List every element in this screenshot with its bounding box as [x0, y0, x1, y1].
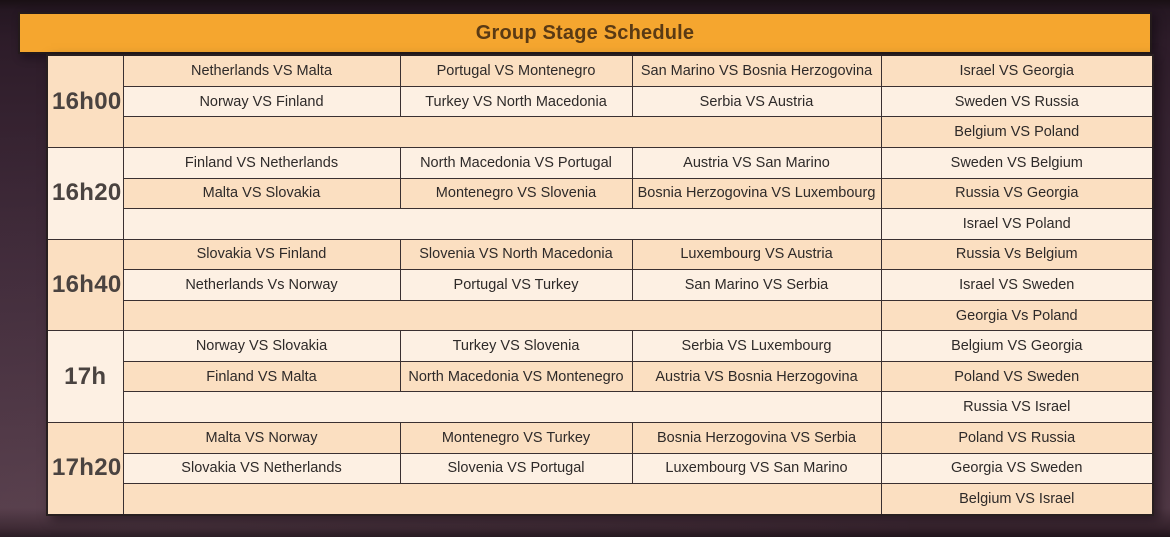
match-cell: Russia VS Georgia [880, 177, 1154, 210]
schedule-title-bar: Group Stage Schedule [18, 12, 1152, 54]
match-cell: Russia Vs Belgium [880, 238, 1154, 271]
schedule-title: Group Stage Schedule [475, 21, 695, 44]
match-cell: Netherlands Vs Norway [122, 269, 401, 301]
schedule-body: 16h00 Netherlands VS Malta Portugal VS Mon… [46, 54, 1154, 516]
match-cell: Portugal VS Turkey [399, 269, 633, 301]
schedule-row: 16h40 Slovakia VS Finland Slovenia VS Nort… [46, 238, 1154, 332]
time-slot-16h20: 16h20 [46, 147, 124, 240]
match-cell: Israel VS Georgia [880, 54, 1154, 87]
schedule-row: 16h00 Netherlands VS Malta Portugal VS Mon… [46, 54, 1154, 149]
schedule-row: Israel VS Poland [47, 208, 1154, 240]
match-cell: Austria VS Bosnia Herzogovina [631, 360, 882, 393]
schedule-row: Finland VS Malta North Macedonia VS Monte… [47, 360, 1154, 393]
empty-cell [122, 116, 882, 149]
time-slot-17h: 17h [46, 330, 124, 423]
match-cell: Serbia VS Austria [631, 85, 882, 118]
match-cell: Slovenia VS Portugal [399, 452, 633, 485]
match-cell: Bosnia Herzogovina VS Serbia [631, 421, 882, 454]
empty-cell [122, 483, 882, 516]
match-cell: Turkey VS Slovenia [399, 330, 633, 362]
empty-cell [122, 208, 882, 240]
match-cell: Luxembourg VS Austria [631, 238, 882, 271]
schedule-row: Russia VS Israel [47, 391, 1154, 423]
match-cell: Montenegro VS Slovenia [399, 177, 633, 210]
match-cell: Netherlands VS Malta [122, 54, 401, 87]
match-cell: Bosnia Herzogovina VS Luxembourg [631, 177, 882, 210]
match-cell: Poland VS Sweden [880, 360, 1154, 393]
match-cell: Israel VS Poland [880, 208, 1154, 240]
match-cell: Sweden VS Belgium [880, 147, 1154, 179]
match-cell: Austria VS San Marino [631, 147, 882, 179]
schedule-row: Norway VS Finland Turkey VS North Macedon… [47, 85, 1154, 118]
match-cell: Turkey VS North Macedonia [399, 85, 633, 118]
match-cell: Norway VS Slovakia [122, 330, 401, 362]
schedule-row: 16h20 Finland VS Netherlands North Macedon… [46, 147, 1154, 240]
match-cell: San Marino VS Bosnia Herzogovina [631, 54, 882, 87]
schedule-row: Malta VS Slovakia Montenegro VS Slovenia B… [47, 177, 1154, 210]
match-cell: Georgia VS Sweden [880, 452, 1154, 485]
match-cell: Russia VS Israel [880, 391, 1154, 423]
match-cell: Slovenia VS North Macedonia [399, 238, 633, 271]
schedule-row: Georgia Vs Poland [47, 299, 1154, 332]
empty-cell [122, 391, 882, 423]
match-cell: Belgium VS Israel [880, 483, 1154, 516]
schedule-row: Belgium VS Poland [47, 116, 1154, 149]
match-cell: Finland VS Netherlands [122, 147, 401, 179]
match-cell: Norway VS Finland [122, 85, 401, 118]
match-cell: San Marino VS Serbia [631, 269, 882, 301]
time-slot-16h00: 16h00 [46, 54, 124, 149]
empty-cell [122, 299, 882, 332]
match-cell: Serbia VS Luxembourg [631, 330, 882, 362]
time-slot-17h20: 17h20 [46, 421, 124, 516]
schedule-row: Netherlands Vs Norway Portugal VS Turkey S… [47, 269, 1154, 301]
match-cell: Malta VS Norway [122, 421, 401, 454]
match-cell: Poland VS Russia [880, 421, 1154, 454]
match-cell: Sweden VS Russia [880, 85, 1154, 118]
match-cell: North Macedonia VS Portugal [399, 147, 633, 179]
match-cell: Montenegro VS Turkey [399, 421, 633, 454]
match-cell: Georgia Vs Poland [880, 299, 1154, 332]
schedule-row: 17h20 Malta VS Norway Montenegro VS Turkey… [46, 421, 1154, 516]
match-cell: Slovakia VS Finland [122, 238, 401, 271]
schedule-row: 17h Norway VS Slovakia Turkey VS Slovenia S… [46, 330, 1154, 423]
time-slot-16h40: 16h40 [46, 238, 124, 332]
schedule-row: Belgium VS Israel [47, 483, 1154, 516]
match-cell: Belgium VS Georgia [880, 330, 1154, 362]
schedule-table: 16h00 Netherlands VS Malta Portugal VS Mon… [46, 54, 1154, 516]
match-cell: North Macedonia VS Montenegro [399, 360, 633, 393]
match-cell: Finland VS Malta [122, 360, 401, 393]
match-cell: Belgium VS Poland [880, 116, 1154, 149]
match-cell: Israel VS Sweden [880, 269, 1154, 301]
match-cell: Portugal VS Montenegro [399, 54, 633, 87]
match-cell: Slovakia VS Netherlands [122, 452, 401, 485]
match-cell: Luxembourg VS San Marino [631, 452, 882, 485]
schedule-row: Slovakia VS Netherlands Slovenia VS Portu… [47, 452, 1154, 485]
match-cell: Malta VS Slovakia [122, 177, 401, 210]
